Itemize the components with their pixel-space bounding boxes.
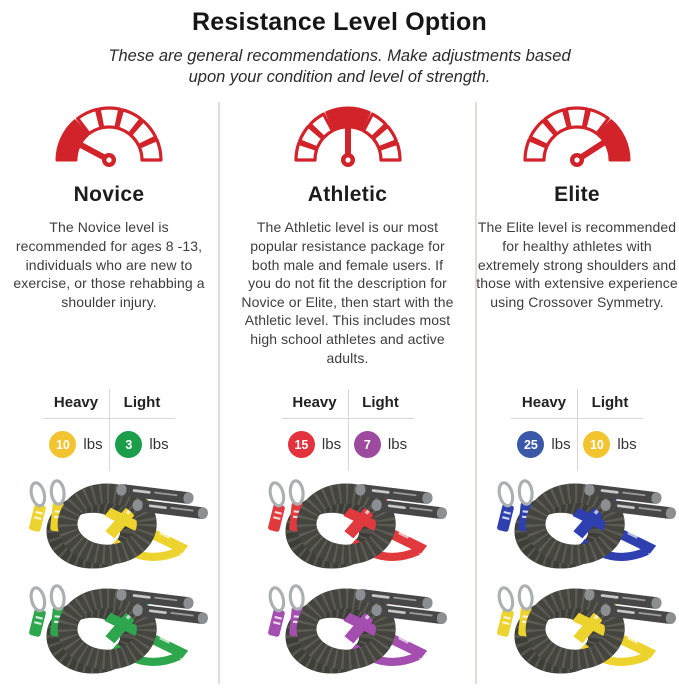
table-horizontal-divider — [511, 418, 643, 420]
level-description: The Athletic level is our most popular r… — [241, 219, 454, 366]
level-column-elite: Elite The Elite level is recommended for… — [475, 102, 678, 685]
heavy-weight-value: 10 — [55, 437, 70, 452]
level-description: The Elite level is recommended for healt… — [476, 219, 678, 310]
heavy-column-header: Heavy — [292, 394, 337, 412]
heavy-weight-unit: lbs — [321, 436, 342, 454]
speedometer-low-icon — [49, 104, 169, 170]
heavy-weight-badge: 10 — [49, 431, 77, 459]
speedometer-high-icon — [517, 104, 637, 170]
heavy-weight-cell: 25 lbs — [511, 421, 577, 467]
light-weight-cell: 3 lbs — [109, 421, 175, 467]
light-weight-badge: 10 — [583, 431, 611, 459]
light-weight-unit: lbs — [617, 436, 637, 454]
heavy-weight-value: 25 — [523, 437, 538, 452]
light-column-header: Light — [362, 394, 399, 412]
level-column-novice: Novice The Novice level is recommended f… — [0, 102, 218, 684]
light-weight-value: 7 — [363, 437, 371, 452]
level-columns: Novice The Novice level is recommended f… — [0, 102, 679, 685]
weights-table: Heavy Light 15 lbs 7 lbs — [281, 389, 414, 472]
page-title: Resistance Level Option — [192, 8, 487, 36]
resistance-band-image-heavy — [249, 479, 447, 569]
resistance-band-image-light — [478, 584, 676, 674]
light-weight-unit: lbs — [149, 436, 169, 454]
table-vertical-divider — [577, 389, 578, 472]
light-weight-cell: 10 lbs — [577, 421, 643, 467]
level-description: The Novice level is recommended for ages… — [13, 219, 205, 310]
light-weight-value: 10 — [589, 437, 604, 452]
light-column-header: Light — [123, 394, 161, 412]
heavy-weight-value: 15 — [294, 437, 309, 452]
light-weight-badge: 3 — [115, 431, 143, 459]
table-vertical-divider — [109, 389, 110, 472]
heavy-weight-unit: lbs — [551, 436, 571, 454]
weights-table: Heavy Light 25 lbs 10 lbs — [511, 389, 643, 472]
heavy-weight-cell: 15 lbs — [282, 421, 348, 467]
speedometer-mid-icon — [288, 104, 408, 170]
infographic-header: Resistance Level Option These are genera… — [0, 0, 679, 88]
heavy-column-header: Heavy — [53, 394, 99, 412]
light-weight-badge: 7 — [353, 431, 381, 459]
resistance-band-image-heavy — [478, 479, 676, 569]
level-name: Athletic — [307, 183, 388, 207]
light-weight-cell: 7 lbs — [348, 421, 414, 467]
heavy-weight-unit: lbs — [83, 436, 103, 454]
resistance-band-image-light — [249, 584, 447, 674]
table-horizontal-divider — [281, 418, 414, 420]
heavy-weight-badge: 25 — [517, 431, 545, 459]
heavy-column-header: Heavy — [521, 394, 567, 412]
light-weight-unit: lbs — [387, 436, 408, 454]
light-weight-value: 3 — [125, 437, 133, 452]
heavy-weight-badge: 15 — [287, 431, 315, 459]
level-name: Elite — [554, 183, 600, 207]
resistance-band-image-heavy — [10, 479, 208, 569]
light-column-header: Light — [591, 394, 629, 412]
table-vertical-divider — [347, 389, 349, 472]
level-column-athletic: Athletic The Athletic level is our most … — [218, 102, 475, 685]
weights-table: Heavy Light 10 lbs 3 lbs — [43, 389, 175, 472]
level-name: Novice — [73, 183, 145, 207]
table-horizontal-divider — [43, 418, 175, 420]
resistance-band-image-light — [10, 584, 208, 674]
page-subtitle: These are general recommendations. Make … — [108, 46, 571, 86]
heavy-weight-cell: 10 lbs — [43, 421, 109, 467]
